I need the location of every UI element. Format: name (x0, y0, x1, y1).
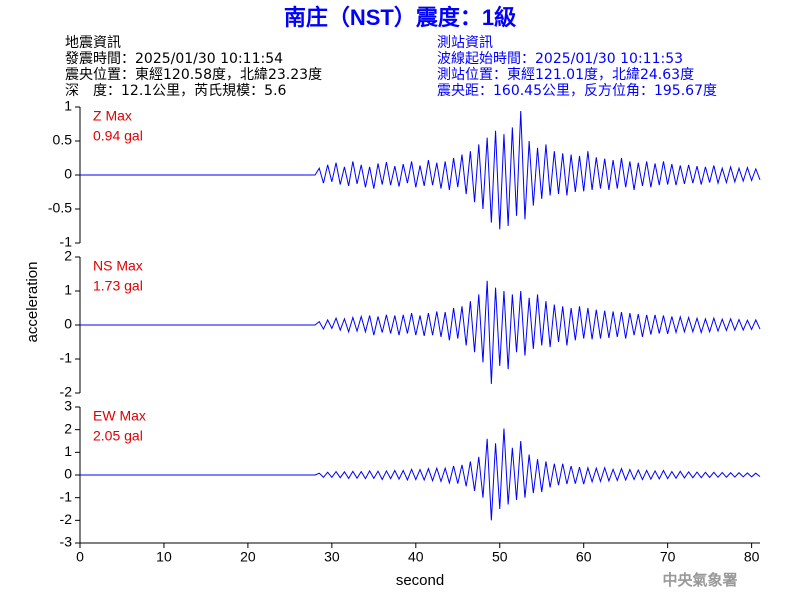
header-left-line: 震央位置：東經120.58度，北緯23.23度 (65, 67, 322, 83)
x-tick-label: 10 (156, 549, 172, 565)
credit: 中央氣象署 (662, 571, 737, 589)
y-tick-label: 1 (64, 282, 72, 298)
header-right-line: 震央距：160.45公里，反方位角：195.67度 (437, 83, 717, 99)
annotation: Z Max (93, 108, 132, 124)
x-tick-label: 50 (492, 549, 508, 565)
y-tick-label: 2 (64, 420, 72, 436)
header-right-line: 測站資訊 (437, 35, 493, 51)
annotation: NS Max (93, 258, 143, 274)
header-right-line: 波線起始時間：2025/01/30 10:11:53 (437, 51, 683, 67)
annotation-value: 1.73 gal (93, 278, 143, 294)
x-tick-label: 0 (76, 549, 84, 565)
y-tick-label: 1 (64, 443, 72, 459)
header-left-line: 深 度：12.1公里，芮氏規模：5.6 (65, 82, 287, 99)
y-tick-label: -2 (60, 384, 73, 400)
y-tick-label: -1 (60, 350, 73, 366)
x-tick-label: 60 (576, 549, 592, 565)
waveform (80, 428, 761, 521)
x-axis-label: second (396, 572, 444, 589)
x-tick-label: 30 (324, 549, 340, 565)
y-axis-label: acceleration (24, 262, 41, 343)
x-tick-label: 70 (660, 549, 676, 565)
annotation-value: 2.05 gal (93, 428, 143, 444)
y-tick-label: -3 (60, 534, 73, 550)
y-tick-label: 2 (64, 248, 72, 264)
waveform (80, 280, 761, 384)
title: 南庄（NST）震度：1級 (284, 5, 516, 30)
x-tick-label: 40 (408, 549, 424, 565)
y-tick-label: -2 (60, 511, 73, 527)
header-right-line: 測站位置：東經121.01度，北緯24.63度 (437, 67, 694, 83)
x-tick-label: 20 (240, 549, 256, 565)
annotation: EW Max (93, 408, 146, 424)
x-tick-label: 80 (744, 549, 760, 565)
y-tick-label: 1 (64, 98, 72, 114)
y-tick-label: 3 (64, 398, 72, 414)
y-tick-label: -0.5 (48, 200, 72, 216)
y-tick-label: 0 (64, 316, 72, 332)
y-tick-label: -1 (60, 234, 73, 250)
y-tick-label: 0 (64, 166, 72, 182)
y-tick-label: 0 (64, 466, 72, 482)
annotation-value: 0.94 gal (93, 128, 143, 144)
header-left-line: 發震時間：2025/01/30 10:11:54 (65, 51, 283, 67)
y-tick-label: -1 (60, 488, 73, 504)
waveform (80, 111, 761, 230)
header-left-line: 地震資訊 (65, 35, 121, 51)
y-tick-label: 0.5 (53, 132, 73, 148)
